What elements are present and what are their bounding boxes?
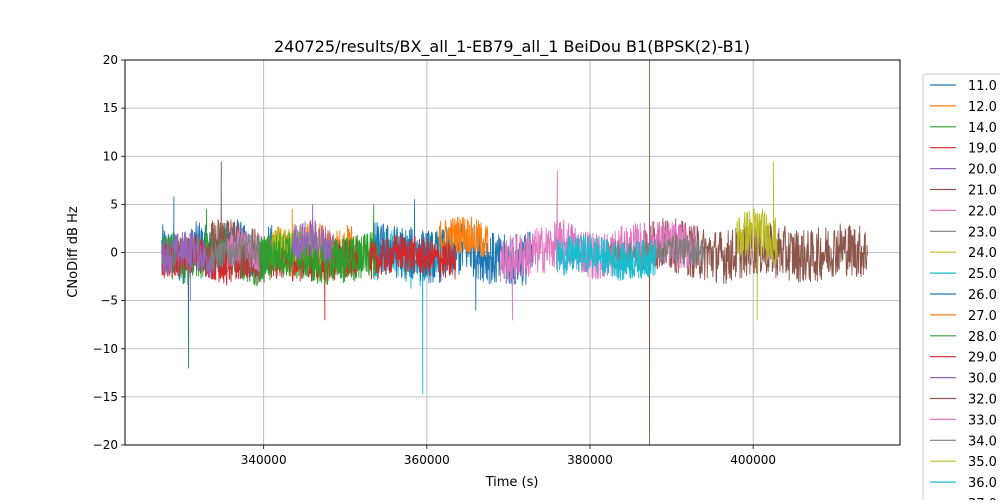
y-tick-label: −5 [100, 294, 118, 308]
legend-label: 34.0 [968, 434, 997, 449]
legend-box [922, 73, 1000, 500]
y-axis-ticks: −20 −15 −10 −5 0 5 10 15 20 [93, 53, 125, 452]
legend-label: 22.0 [968, 204, 997, 219]
legend-label: 37.0 [968, 497, 997, 500]
legend-label: 32.0 [968, 393, 997, 408]
x-axis-ticks: 340000 360000 380000 400000 [241, 445, 776, 467]
y-tick-label: 0 [110, 246, 118, 260]
series-line-20.0 [161, 231, 216, 302]
y-axis-label: CNoDiff dB Hz [66, 206, 81, 298]
series-layer [161, 60, 868, 445]
y-tick-label: −10 [93, 342, 118, 356]
legend-label: 35.0 [968, 455, 997, 470]
legend-label: 26.0 [968, 288, 997, 303]
legend-label: 24.0 [968, 246, 997, 261]
legend-label: 14.0 [968, 121, 997, 136]
legend-label: 28.0 [968, 330, 997, 345]
legend: 11.0 12.0 14.0 19.0 20.0 21.0 22.0 23.0 24.0 25.0… [922, 73, 1000, 500]
legend-label: 12.0 [968, 100, 997, 115]
chart-title: 240725/results/BX_all_1-EB79_all_1 BeiDo… [274, 37, 750, 57]
series-line-35.0 [736, 161, 779, 321]
x-tick-label: 380000 [567, 453, 613, 467]
legend-label: 23.0 [968, 225, 997, 240]
y-tick-label: 15 [103, 101, 118, 115]
y-tick-label: −15 [93, 390, 118, 404]
legend-label: 19.0 [968, 142, 997, 157]
y-tick-label: −20 [93, 438, 118, 452]
legend-label: 11.0 [968, 79, 997, 94]
legend-label: 21.0 [968, 184, 997, 199]
series-line-28.0 [259, 232, 379, 283]
x-tick-label: 360000 [404, 453, 450, 467]
y-tick-label: 5 [110, 197, 118, 211]
x-tick-label: 400000 [730, 453, 776, 467]
legend-label: 36.0 [968, 476, 997, 491]
legend-label: 29.0 [968, 351, 997, 366]
y-tick-label: 20 [103, 53, 118, 67]
legend-label: 30.0 [968, 372, 997, 387]
series-line-29.0 [369, 234, 456, 280]
legend-label: 27.0 [968, 309, 997, 324]
legend-label: 20.0 [968, 163, 997, 178]
x-tick-label: 340000 [241, 453, 287, 467]
legend-label: 25.0 [968, 267, 997, 282]
series-line-21.0 [210, 161, 261, 283]
series-line-27.0 [438, 216, 489, 258]
series-line-36.0 [556, 234, 656, 281]
x-axis-label: Time (s) [485, 475, 539, 490]
series-line-30.0 [291, 203, 334, 264]
legend-label: 33.0 [968, 413, 997, 428]
y-tick-label: 10 [103, 149, 118, 163]
